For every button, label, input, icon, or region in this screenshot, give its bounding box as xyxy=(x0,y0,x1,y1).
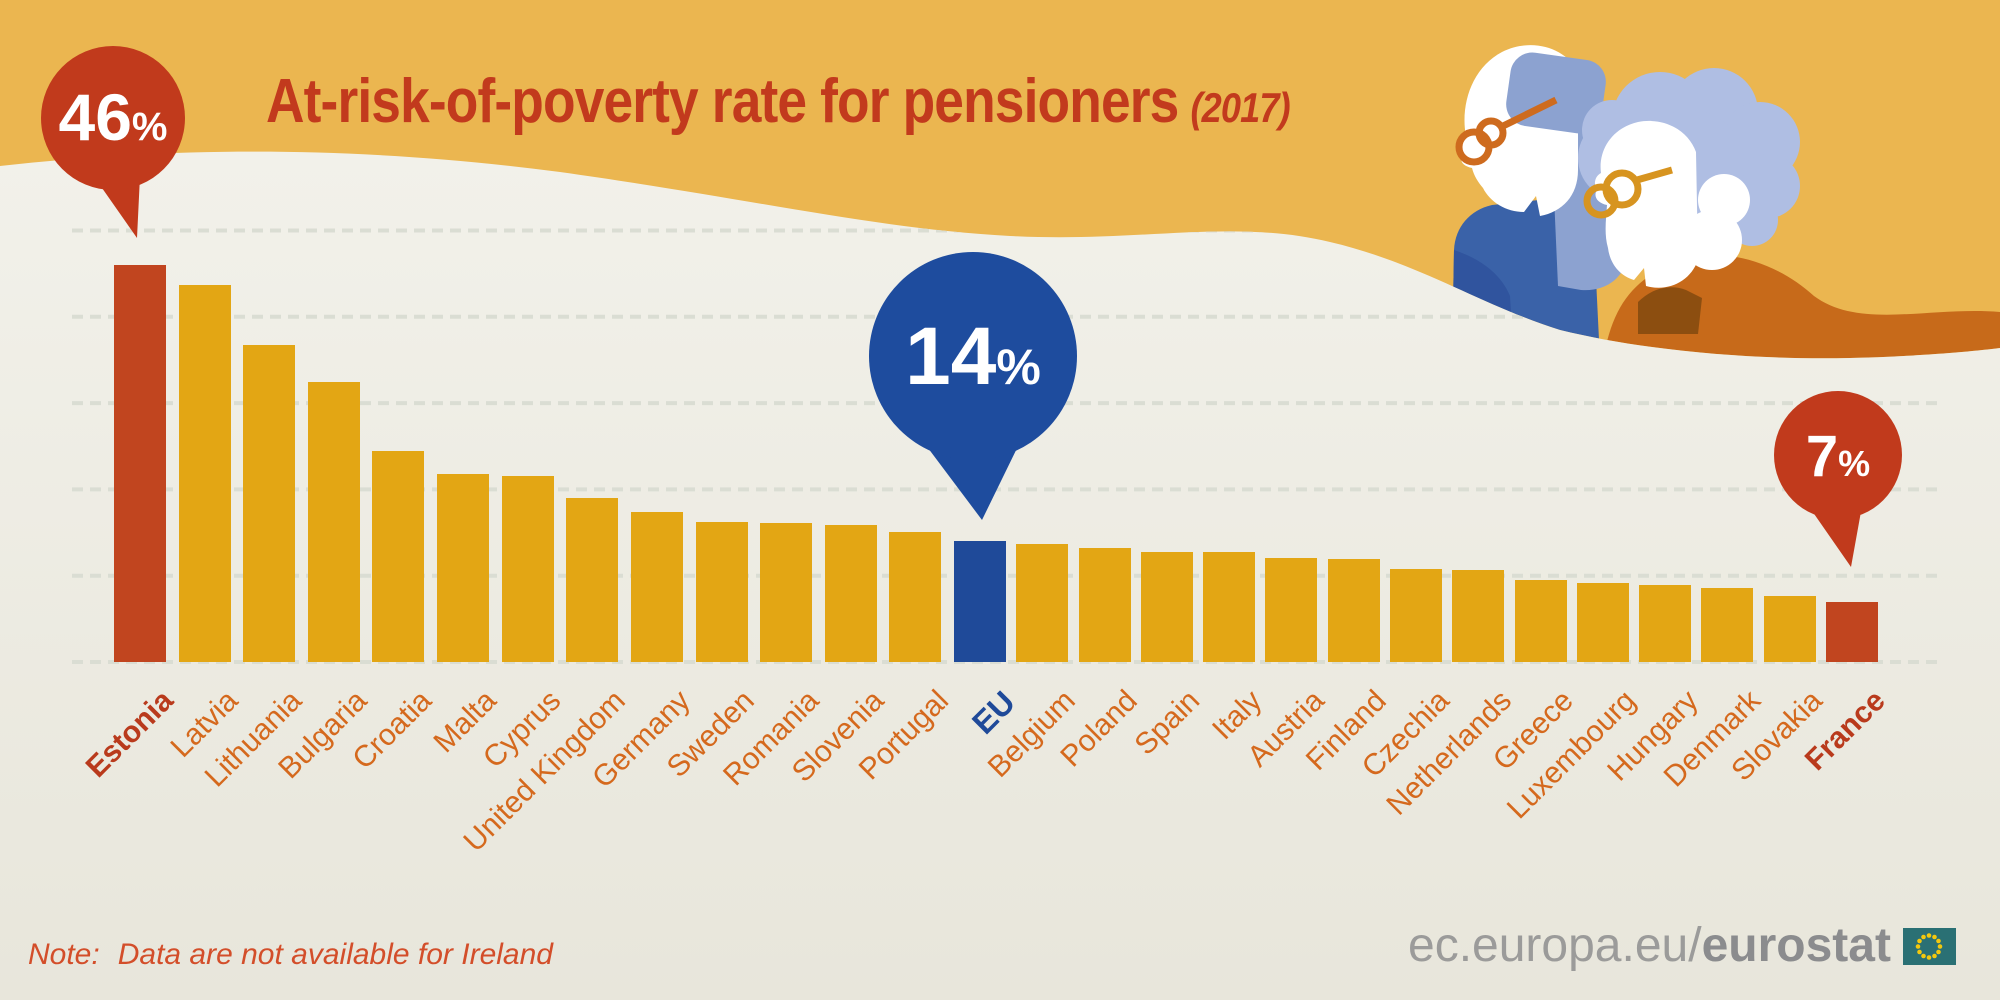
woman-cardigan xyxy=(1600,254,2000,359)
woman-figure xyxy=(1578,68,2000,359)
bar-italy xyxy=(1203,552,1256,662)
bar-romania xyxy=(760,523,813,662)
title-year: (2017) xyxy=(1190,84,1291,131)
bar-france xyxy=(1826,601,1878,662)
bar-czechia xyxy=(1390,568,1442,662)
footnote-prefix: Note: xyxy=(28,938,100,971)
bar-poland xyxy=(1078,548,1131,662)
bar-malta xyxy=(437,473,490,662)
bar-slovenia xyxy=(824,524,877,662)
bar-netherlands xyxy=(1452,569,1505,662)
bar-cyprus xyxy=(501,476,554,662)
bar-denmark xyxy=(1701,587,1754,662)
bar-luxembourg xyxy=(1576,582,1629,662)
bar-lithuania xyxy=(243,345,296,662)
bar-germany xyxy=(630,511,683,662)
bar-portugal xyxy=(889,531,942,662)
bar-eu xyxy=(954,541,1006,662)
bar-austria xyxy=(1265,557,1318,662)
bar-croatia xyxy=(372,451,425,662)
woman-hair-white-lock xyxy=(1682,174,1750,270)
footer-url-brand: eurostat xyxy=(1701,919,1891,972)
bar-slovakia xyxy=(1763,596,1816,662)
bar-bulgaria xyxy=(307,382,360,662)
eu-flag-stars xyxy=(1915,932,1943,960)
bar-belgium xyxy=(1016,543,1069,662)
bar-latvia xyxy=(178,284,231,662)
footnote-text: Data are not available for Ireland xyxy=(117,938,553,971)
bar-hungary xyxy=(1639,585,1692,662)
man-glasses-icon xyxy=(1455,96,1558,166)
bar-sweden xyxy=(695,522,748,662)
bar-estonia xyxy=(114,265,166,662)
neck-shadow xyxy=(1638,287,1702,334)
woman-face xyxy=(1594,120,1698,288)
eurostat-footer: ec.europa.eu/eurostat xyxy=(1408,922,1956,970)
bar-finland xyxy=(1327,559,1380,662)
title-text: At-risk-of-poverty rate for pensioners xyxy=(266,67,1179,136)
pensioner-couple-illustration xyxy=(1452,45,2000,359)
bar-greece xyxy=(1514,580,1567,662)
bar-spain xyxy=(1140,551,1193,662)
eu-flag-icon xyxy=(1902,927,1956,965)
bar-united-kingdom xyxy=(566,498,619,662)
woman-glasses-icon xyxy=(1583,166,1673,219)
footnote: Note: Data are not available for Ireland xyxy=(28,938,553,972)
footer-url: ec.europa.eu/ xyxy=(1408,919,1702,972)
page-title: At-risk-of-poverty rate for pensioners (2… xyxy=(266,66,1291,137)
